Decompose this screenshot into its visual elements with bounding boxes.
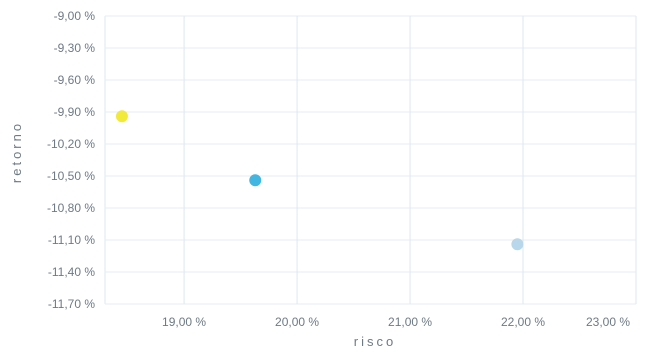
x-tick-label: 23,00 %: [586, 315, 630, 329]
y-tick-label: -9,60 %: [54, 73, 96, 87]
data-point[interactable]: [115, 110, 128, 123]
data-point[interactable]: [249, 174, 262, 187]
y-tick-label: -10,50 %: [47, 169, 95, 183]
x-tick-label: 21,00 %: [388, 315, 432, 329]
y-tick-label: -11,40 %: [48, 265, 95, 279]
y-axis-ticks: -9,00 % -9,30 % -9,60 % -9,90 % -10,20 % -10,…: [47, 9, 95, 311]
y-axis-title: retorno: [9, 121, 24, 183]
y-tick-label: -11,70 %: [48, 297, 95, 311]
x-axis-ticks: 19,00 % 20,00 % 21,00 % 22,00 % 23,00 %: [162, 315, 630, 329]
data-point[interactable]: [511, 238, 524, 251]
data-points: [115, 110, 524, 251]
y-tick-label: -11,10 %: [48, 233, 95, 247]
y-tick-label: -10,80 %: [47, 201, 95, 215]
x-axis-title: risco: [354, 334, 396, 349]
y-tick-label: -9,90 %: [54, 105, 96, 119]
x-tick-label: 22,00 %: [501, 315, 545, 329]
grid-layer: [104, 15, 637, 305]
x-tick-label: 19,00 %: [162, 315, 206, 329]
y-tick-label: -10,20 %: [47, 137, 95, 151]
y-tick-label: -9,00 %: [54, 9, 96, 23]
x-tick-label: 20,00 %: [275, 315, 319, 329]
y-tick-label: -9,30 %: [54, 41, 96, 55]
